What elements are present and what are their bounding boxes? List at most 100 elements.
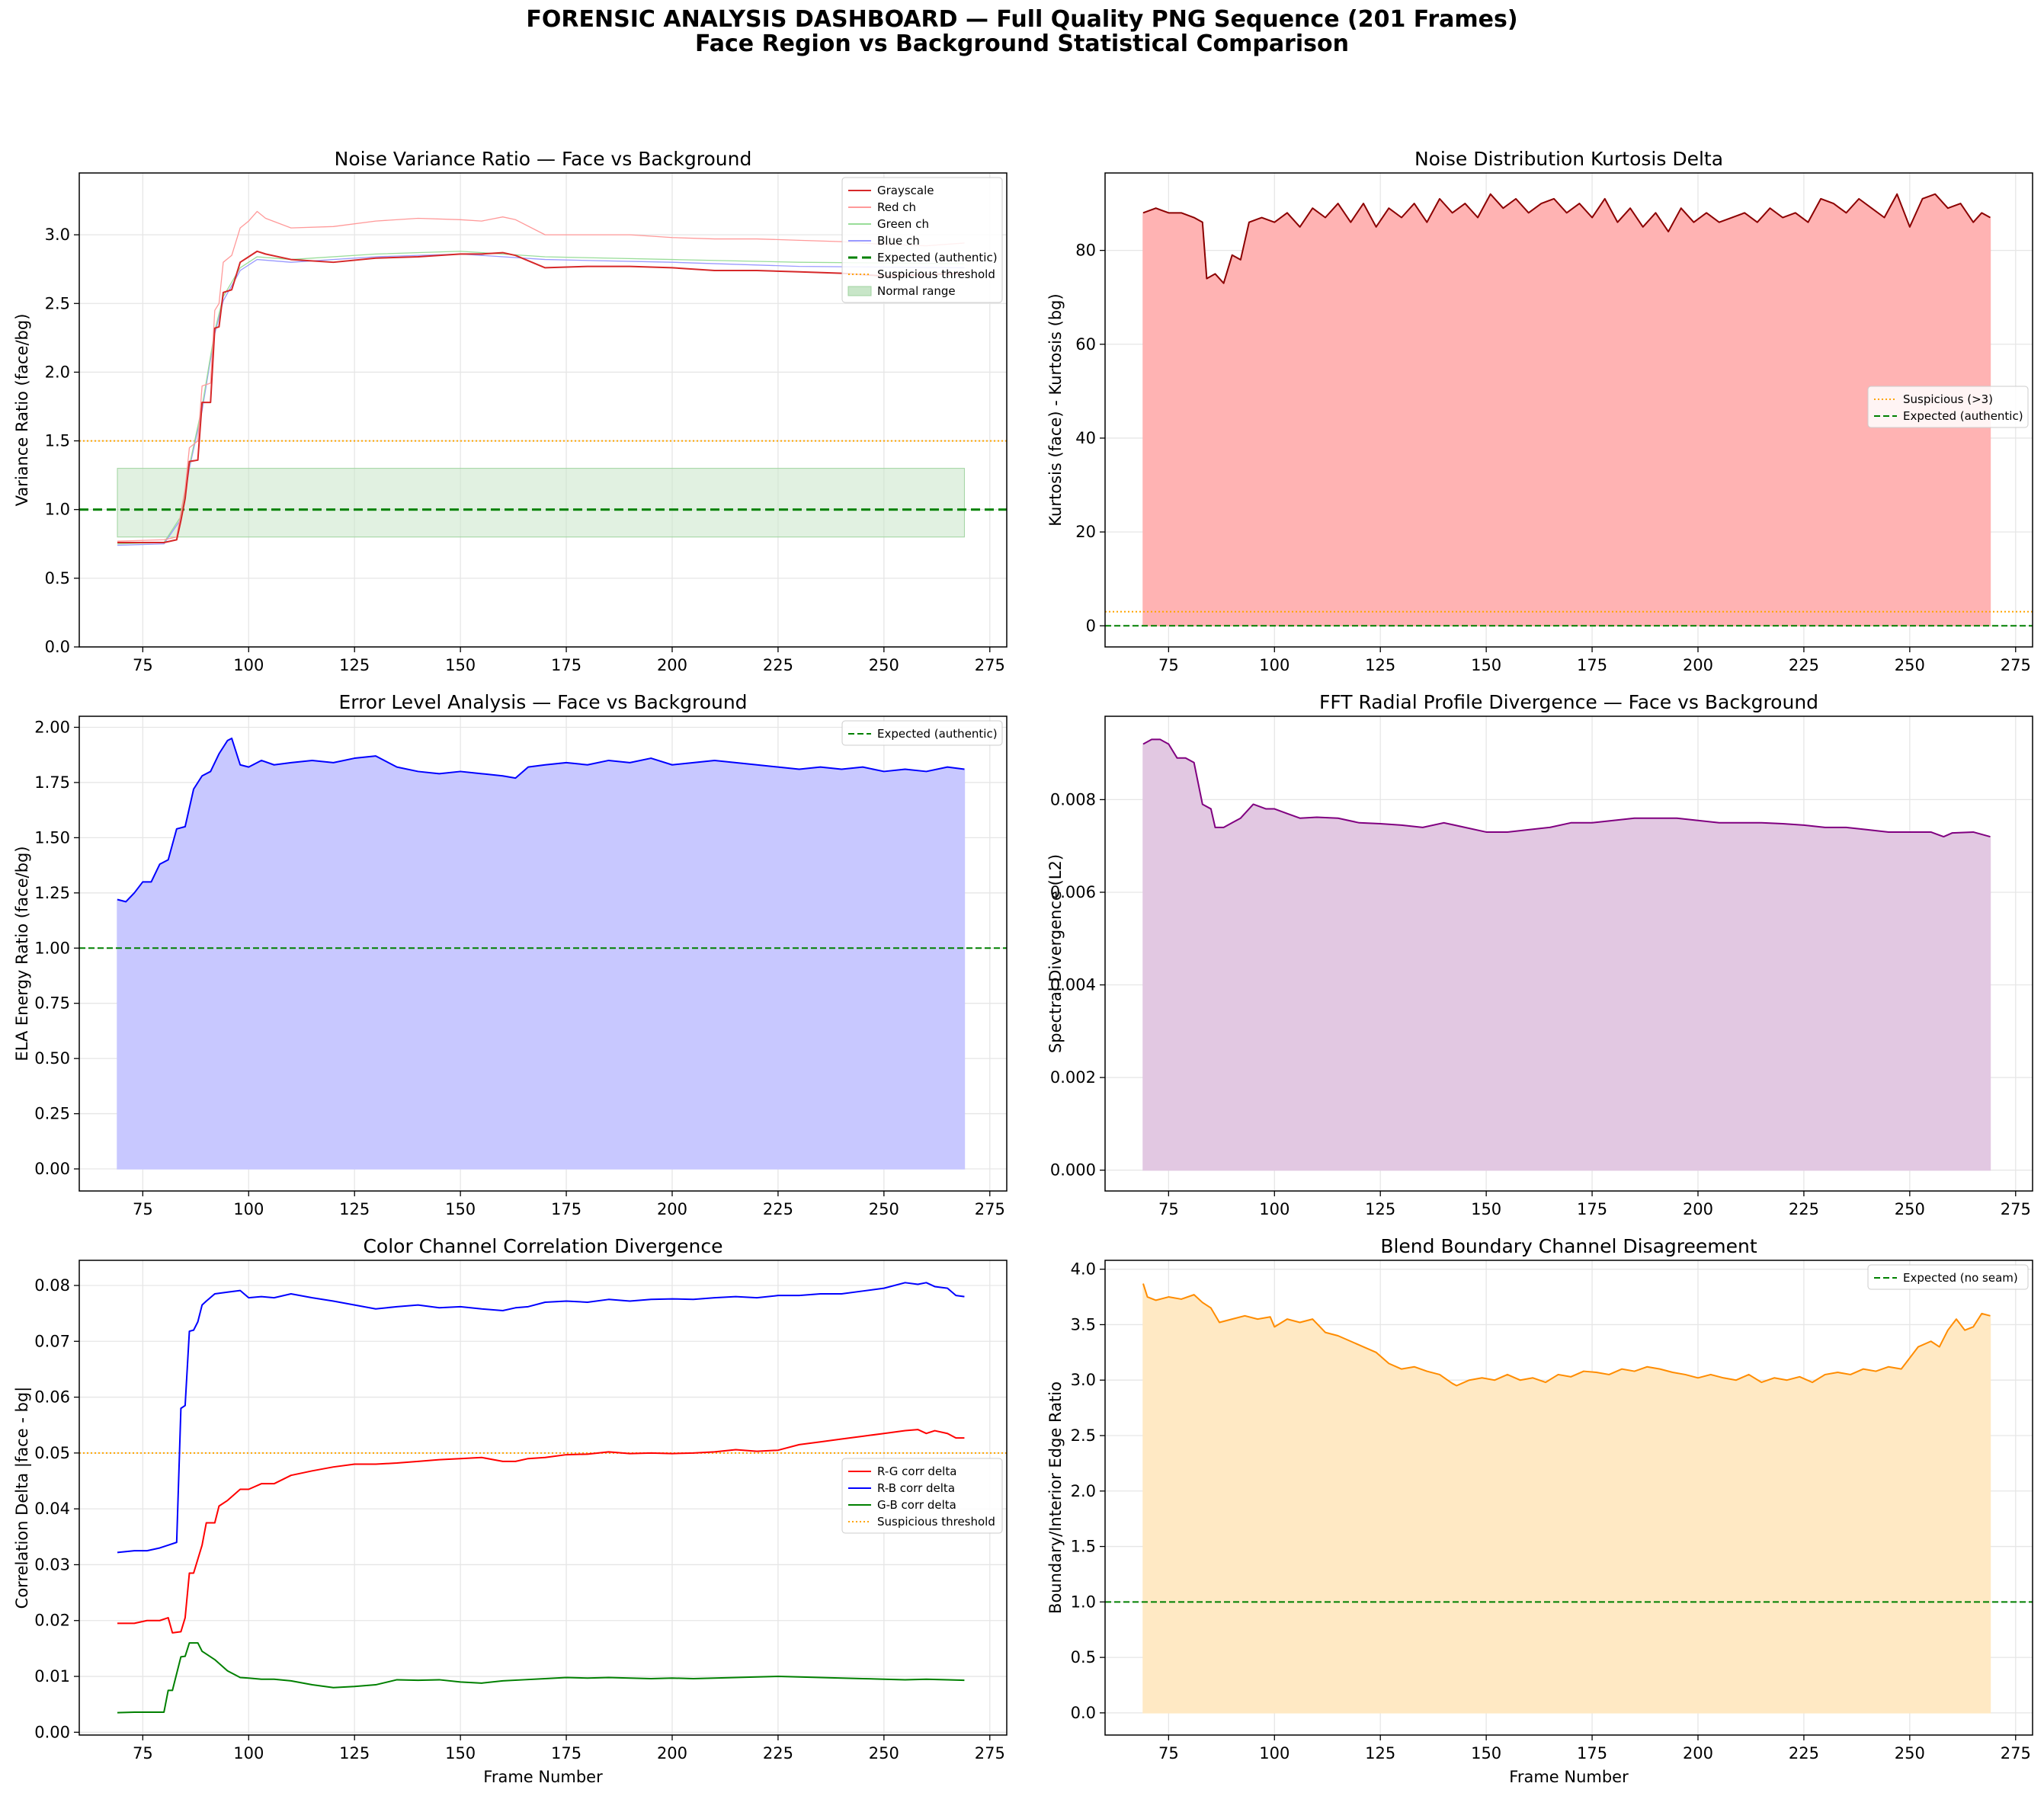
- legend: Expected (no seam): [1867, 1264, 2029, 1290]
- legend-label: Expected (authentic): [1903, 409, 2023, 423]
- y-axis-label: Variance Ratio (face/bg): [13, 314, 31, 507]
- dashboard-title-line2: Face Region vs Background Statistical Co…: [695, 30, 1349, 57]
- y-tick-label: 3.5: [1071, 1315, 1096, 1333]
- x-tick-label: 125: [1365, 1200, 1395, 1218]
- y-tick-label: 80: [1075, 242, 1096, 260]
- area-fill: [1142, 738, 1991, 1171]
- legend: Suspicious (>3) Expected (authentic): [1867, 386, 2029, 428]
- x-tick-label: 175: [1577, 656, 1607, 674]
- y-tick-label: 0.006: [1050, 883, 1096, 901]
- x-tick-label: 75: [133, 656, 153, 674]
- area-fill: [1142, 192, 1991, 627]
- x-tick-label: 75: [1158, 1200, 1179, 1218]
- axes-frame: [1104, 172, 2033, 648]
- x-tick-label: 275: [2001, 1200, 2031, 1218]
- x-tick-label: 200: [657, 1744, 687, 1762]
- y-tick-label: 0.06: [34, 1388, 70, 1407]
- legend-label: Grayscale: [877, 184, 934, 197]
- chart-title: Noise Distribution Kurtosis Delta: [1414, 148, 1723, 170]
- x-tick-label: 125: [339, 1744, 370, 1762]
- x-tick-label: 150: [445, 656, 476, 674]
- y-axis-label: ELA Energy Ratio (face/bg): [13, 846, 31, 1061]
- series-line: [117, 1282, 965, 1554]
- y-tick-label: 0.50: [34, 1049, 70, 1068]
- y-tick-label: 1.25: [34, 884, 70, 902]
- chart-blend: 75 100 125 150 175 200 225 250 275 0.0 0.5 1.0 1.5 2.…: [1046, 1235, 2033, 1786]
- chart-fft: 75 100 125 150 175 200 225 250 275 0.000 0.002 0.00…: [1046, 691, 2033, 1218]
- legend-box: [841, 720, 1003, 746]
- y-tick-label: 0.004: [1050, 976, 1096, 994]
- y-tick-label: 1.00: [34, 939, 70, 957]
- y-tick-label: 0.002: [1050, 1068, 1096, 1087]
- x-tick-label: 200: [1683, 1200, 1713, 1218]
- legend-label: Expected (authentic): [877, 727, 998, 741]
- legend: Grayscale Red ch Green ch Blue ch Expected (…: [841, 177, 1003, 303]
- legend-swatch: [847, 286, 872, 296]
- x-tick-label: 175: [551, 1200, 581, 1218]
- legend-label: Normal range: [877, 284, 956, 298]
- y-tick-label: 0.000: [1050, 1161, 1096, 1180]
- axes-frame: [78, 1260, 1008, 1736]
- y-tick-label: 0: [1086, 616, 1096, 635]
- y-tick-label: 4.0: [1071, 1260, 1096, 1279]
- y-tick-label: 0.08: [34, 1276, 70, 1295]
- x-tick-label: 250: [869, 1200, 899, 1218]
- legend-label: Expected (authentic): [877, 251, 998, 264]
- y-tick-label: 0.5: [45, 569, 70, 587]
- x-tick-label: 125: [1365, 656, 1395, 674]
- x-tick-label: 175: [1577, 1744, 1607, 1762]
- legend-box: [841, 1458, 1003, 1534]
- x-tick-label: 250: [869, 656, 899, 674]
- legend-label: G-B corr delta: [877, 1498, 956, 1512]
- x-tick-label: 150: [1471, 656, 1501, 674]
- y-tick-label: 1.0: [45, 501, 70, 519]
- y-tick-label: 0.75: [34, 994, 70, 1013]
- series-line: [117, 210, 965, 542]
- y-tick-label: 3.0: [45, 226, 70, 244]
- x-tick-label: 200: [657, 1200, 687, 1218]
- normal-range-band: [117, 468, 965, 538]
- x-tick-label: 225: [763, 1744, 793, 1762]
- x-tick-label: 125: [1365, 1744, 1395, 1762]
- x-tick-label: 200: [657, 656, 687, 674]
- legend-label: Suspicious threshold: [877, 267, 995, 281]
- x-tick-label: 275: [2001, 1744, 2031, 1762]
- dashboard-title: FORENSIC ANALYSIS DASHBOARD — Full Quali…: [0, 8, 2044, 56]
- x-tick-label: 275: [975, 656, 1005, 674]
- series-line: [117, 1642, 965, 1714]
- y-tick-label: 0.00: [34, 1723, 70, 1741]
- x-tick-label: 75: [1158, 1744, 1179, 1762]
- series-line: [117, 1429, 965, 1634]
- x-tick-label: 125: [339, 656, 370, 674]
- dashboard-title-line1: FORENSIC ANALYSIS DASHBOARD — Full Quali…: [526, 6, 1518, 33]
- y-tick-label: 0.5: [1071, 1648, 1096, 1666]
- y-axis-label: Kurtosis (face) - Kurtosis (bg): [1046, 293, 1065, 526]
- x-tick-label: 125: [339, 1200, 370, 1218]
- axes-frame: [78, 716, 1008, 1192]
- legend-label: Red ch: [877, 200, 916, 214]
- chart-noise_variance: 75 100 125 150 175 200 225 250 275 0.0 0.5 1.0 1.5 2.…: [13, 148, 1008, 674]
- chart-ela: 75 100 125 150 175 200 225 250 275 0.00 0.25 0.50 0.…: [13, 691, 1008, 1218]
- y-tick-label: 2.5: [1071, 1426, 1096, 1445]
- x-tick-label: 150: [445, 1200, 476, 1218]
- y-tick-label: 2.0: [1071, 1482, 1096, 1500]
- y-tick-label: 2.5: [45, 294, 70, 312]
- x-tick-label: 275: [975, 1744, 1005, 1762]
- axes-frame: [1104, 1260, 2033, 1736]
- x-axis-label: Frame Number: [1509, 1768, 1629, 1786]
- x-tick-label: 150: [445, 1744, 476, 1762]
- y-tick-label: 60: [1075, 335, 1096, 354]
- chart-color_corr: 75 100 125 150 175 200 225 250 275 0.00 0.01 0.02 0.…: [13, 1235, 1008, 1786]
- x-tick-label: 175: [551, 656, 581, 674]
- x-tick-label: 225: [1789, 656, 1819, 674]
- axes-frame: [1104, 716, 2033, 1192]
- x-tick-label: 225: [763, 656, 793, 674]
- x-tick-label: 100: [233, 656, 264, 674]
- y-axis-label: Correlation Delta |face - bg|: [13, 1387, 32, 1609]
- chart-title: Error Level Analysis — Face vs Backgroun…: [338, 691, 747, 713]
- y-tick-label: 2.00: [34, 718, 70, 736]
- x-tick-label: 75: [133, 1744, 153, 1762]
- x-tick-label: 100: [233, 1744, 264, 1762]
- y-tick-label: 0.05: [34, 1444, 70, 1462]
